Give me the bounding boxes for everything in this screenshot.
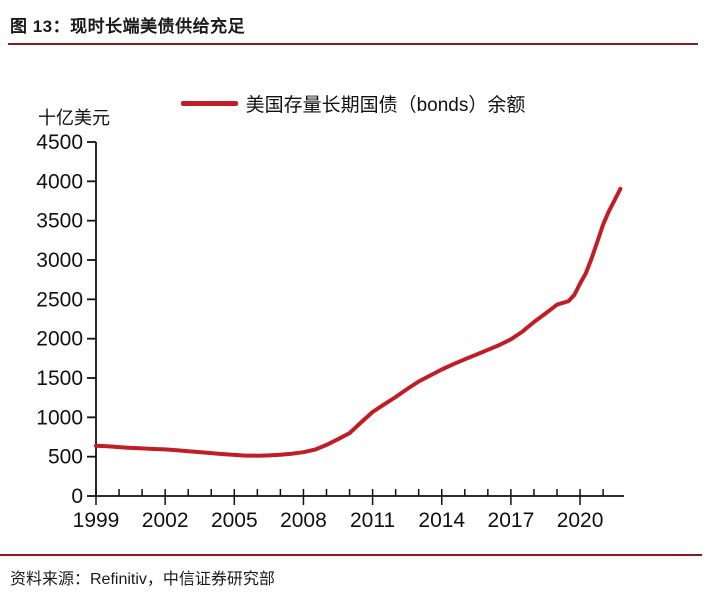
x-tick-label: 2008 — [280, 509, 327, 532]
source-text: 资料来源：Refinitiv，中信证券研究部 — [10, 571, 275, 588]
line-chart: 0 500 1000 1500 2000 2500 3000 3500 4000 4500 1999… — [36, 131, 624, 532]
y-tick-label: 4500 — [36, 131, 83, 154]
x-tick-label: 2020 — [557, 509, 604, 532]
x-tick-label: 1999 — [73, 509, 120, 532]
y-tick-label: 2500 — [36, 288, 83, 311]
y-tick-label: 1000 — [36, 406, 83, 429]
y-tick-label: 0 — [71, 485, 83, 508]
x-tick-label: 2017 — [488, 509, 535, 532]
title-separator-line — [8, 43, 698, 45]
y-tick-label: 500 — [48, 446, 83, 469]
figure-title: 图 13：现时长端美债供给充足 — [10, 17, 246, 36]
y-tick-label: 3500 — [36, 210, 83, 233]
legend-line-swatch — [180, 101, 238, 106]
x-tick-label: 2014 — [418, 509, 465, 532]
chart-legend: 美国存量长期国债（bonds）余额 — [0, 90, 706, 117]
y-tick-label: 3000 — [36, 249, 83, 272]
x-tick-label: 2002 — [142, 509, 189, 532]
legend-series-label: 美国存量长期国债（bonds）余额 — [245, 95, 526, 116]
source-separator-line — [0, 554, 702, 556]
x-tick-label: 2011 — [350, 509, 395, 532]
x-tick-label: 2005 — [211, 509, 258, 532]
y-tick-label: 2000 — [36, 328, 83, 351]
y-tick-label: 4000 — [36, 170, 83, 193]
series-line — [94, 186, 623, 458]
y-tick-label: 1500 — [36, 367, 83, 390]
y-axis-unit-label: 十亿美元 — [38, 108, 110, 128]
